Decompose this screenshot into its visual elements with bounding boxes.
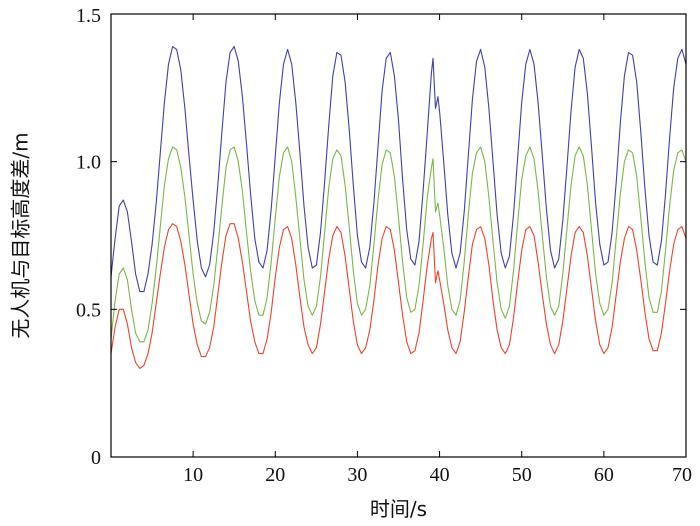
x-tick-label: 20 [265, 464, 285, 486]
y-tick-label: 1.0 [76, 152, 101, 174]
series-line-2 [110, 146, 687, 343]
x-tick-label: 30 [347, 464, 367, 486]
series-layer [110, 45, 687, 369]
label-layer: 10 20 30 40 50 60 70 0 0.5 1.0 1.5 [76, 5, 692, 486]
y-tick-label: 0 [91, 447, 101, 469]
x-tick-label: 60 [594, 464, 614, 486]
x-tick-label: 10 [183, 464, 203, 486]
x-tick-label: 50 [512, 464, 532, 486]
series-line-1 [110, 45, 687, 293]
y-axis-label: 无人机与目标高度差/m [9, 132, 33, 338]
tick-layer [111, 13, 687, 458]
y-tick-label: 0.5 [76, 299, 101, 321]
x-axis-label: 时间/s [370, 497, 427, 521]
y-tick-label: 1.5 [76, 5, 101, 27]
x-tick-label: 40 [430, 464, 450, 486]
series-line-3 [110, 223, 687, 369]
plot-frame [110, 13, 687, 458]
x-tick-label: 70 [672, 464, 692, 486]
